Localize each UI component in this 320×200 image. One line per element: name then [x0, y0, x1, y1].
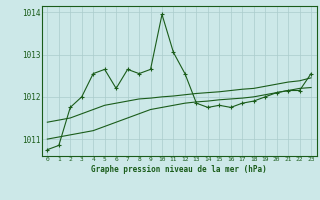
X-axis label: Graphe pression niveau de la mer (hPa): Graphe pression niveau de la mer (hPa) — [91, 165, 267, 174]
